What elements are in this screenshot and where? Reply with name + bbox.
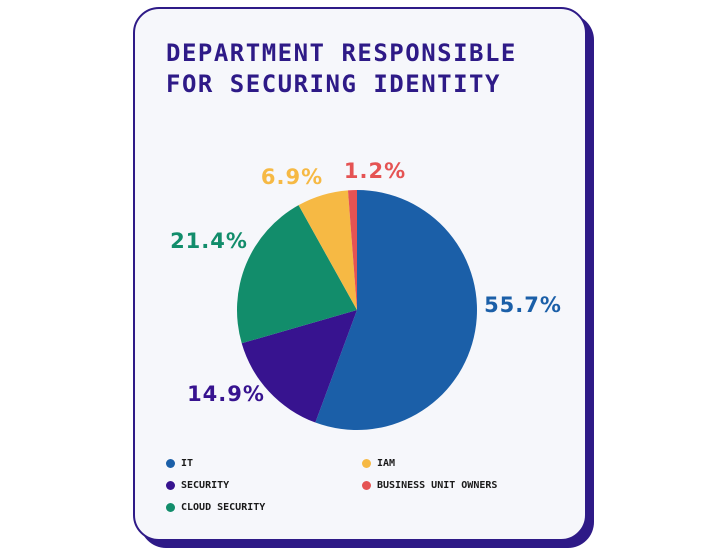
legend-swatch-business-unit-owners xyxy=(362,481,371,490)
pie-slice-business-unit-owners xyxy=(347,190,357,310)
legend-label-security: SECURITY xyxy=(181,480,230,491)
data-label-security: 14.9% xyxy=(187,382,265,406)
legend-label-cloud-security: CLOUD SECURITY xyxy=(181,502,266,513)
data-label-it: 55.7% xyxy=(484,293,562,317)
pie-slice-it xyxy=(315,190,477,430)
legend-swatch-cloud-security xyxy=(166,503,175,512)
legend-swatch-iam xyxy=(362,459,371,468)
legend-item-security: SECURITY xyxy=(166,478,362,493)
chart-legend: IT IAM SECURITY BUSINESS UNIT OWNERS CLO… xyxy=(166,456,566,515)
legend-item-business-unit-owners: BUSINESS UNIT OWNERS xyxy=(362,478,562,493)
pie-slices xyxy=(236,190,477,430)
pie-slice-cloud-security xyxy=(236,205,357,344)
data-label-cloud-security: 21.4% xyxy=(170,229,248,253)
legend-item-it: IT xyxy=(166,456,362,471)
legend-label-it: IT xyxy=(181,458,194,469)
pie-slice-security xyxy=(241,310,357,423)
legend-item-iam: IAM xyxy=(362,456,562,471)
data-label-iam: 6.9% xyxy=(261,165,323,189)
data-label-business-unit-owners: 1.2% xyxy=(344,159,406,183)
legend-label-business-unit-owners: BUSINESS UNIT OWNERS xyxy=(377,480,498,491)
legend-item-cloud-security: CLOUD SECURITY xyxy=(166,500,362,515)
legend-swatch-it xyxy=(166,459,175,468)
legend-label-iam: IAM xyxy=(377,458,396,469)
pie-slice-iam xyxy=(298,190,357,310)
legend-swatch-security xyxy=(166,481,175,490)
pie-labels: 55.7% 14.9% 21.4% 6.9% 1.2% xyxy=(170,159,562,406)
chart-title: Department Responsible for Securing Iden… xyxy=(166,39,517,98)
